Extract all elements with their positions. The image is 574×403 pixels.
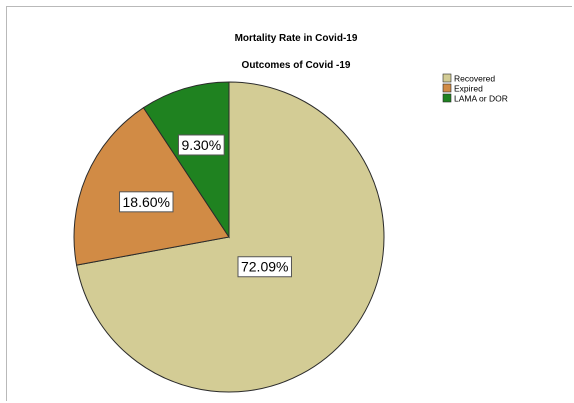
pie-data-labels: 72.09% 18.60% 9.30% [119,134,292,278]
data-label-text-lama-or-dor: 9.30% [181,137,221,153]
pie-slice-expired [73,107,230,266]
legend-swatch-recovered [442,73,452,83]
data-label-box-recovered [237,256,292,278]
legend-label-recovered: Recovered [454,74,495,84]
chart-subtitle: Outcomes of Covid -19 [242,60,351,71]
data-label-expired: 18.60% [119,191,174,213]
data-label-box-lama-or-dor [177,134,225,156]
data-label-box-expired [119,191,174,213]
data-label-lama-or-dor: 9.30% [177,134,225,156]
chart-title: Mortality Rate in Covid-19 [235,33,358,44]
legend-label-expired: Expired [454,84,483,94]
data-label-text-recovered: 72.09% [241,259,288,275]
data-label-recovered: 72.09% [237,256,292,278]
legend-swatch-lama-or-dor [442,93,452,103]
legend-swatch-expired [442,83,452,93]
pie-slice-lama-or-dor [142,81,230,239]
legend-label-lama-or-dor: LAMA or DOR [454,94,508,104]
pie-slices [73,81,385,393]
data-label-text-expired: 18.60% [123,194,170,210]
pie-slice-recovered [75,81,385,393]
